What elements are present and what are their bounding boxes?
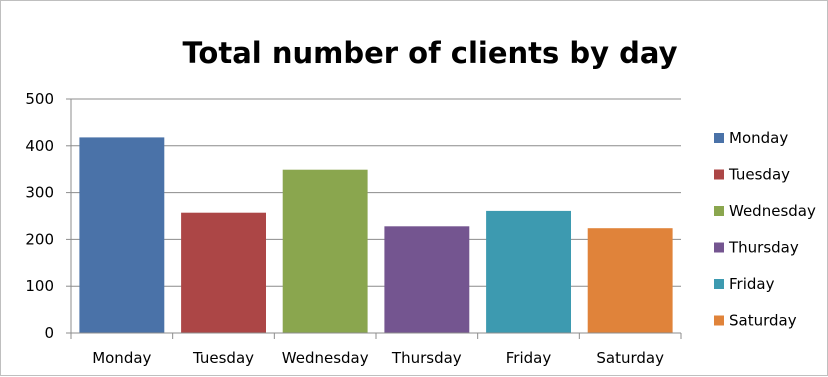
legend: Monday Tuesday Wednesday Thursday Friday Satu…	[714, 129, 816, 330]
y-tick-label: 100	[25, 277, 54, 295]
legend-swatch-monday	[714, 133, 724, 143]
bars	[79, 137, 673, 333]
legend-label-tuesday: Tuesday	[728, 166, 790, 184]
x-tick-label: Thursday	[391, 349, 462, 367]
y-axis: 0 100 200 300 400 500	[25, 90, 72, 342]
bar-monday	[79, 137, 165, 333]
x-tick-label: Friday	[506, 349, 552, 367]
legend-swatch-thursday	[714, 242, 724, 253]
legend-label-monday: Monday	[729, 129, 788, 147]
x-tick-label: Saturday	[596, 349, 664, 367]
x-axis: Monday Tuesday Wednesday Thursday Friday Satu…	[70, 332, 682, 367]
legend-swatch-friday	[714, 279, 724, 289]
bar-friday	[486, 210, 571, 333]
y-tick-label: 300	[25, 184, 54, 202]
chart-title: Total number of clients by day	[183, 36, 678, 70]
legend-swatch-tuesday	[714, 169, 724, 180]
legend-swatch-wednesday	[714, 206, 724, 216]
x-tick-label: Tuesday	[192, 349, 254, 367]
x-tick-label: Monday	[92, 349, 151, 367]
bar-wednesday	[282, 169, 368, 333]
legend-label-wednesday: Wednesday	[729, 202, 816, 220]
legend-swatch-saturday	[714, 315, 724, 326]
gridlines	[71, 98, 681, 287]
y-tick-label: 0	[44, 324, 54, 342]
bar-thursday	[384, 226, 470, 333]
legend-label-thursday: Thursday	[728, 239, 799, 257]
x-tick-label: Wednesday	[282, 349, 369, 367]
legend-label-friday: Friday	[729, 275, 775, 293]
y-tick-label: 400	[25, 137, 54, 155]
bar-saturday	[587, 228, 673, 333]
legend-label-saturday: Saturday	[729, 312, 797, 330]
bar-tuesday	[181, 212, 266, 333]
y-tick-label: 500	[25, 90, 54, 108]
y-tick-label: 200	[25, 230, 54, 248]
